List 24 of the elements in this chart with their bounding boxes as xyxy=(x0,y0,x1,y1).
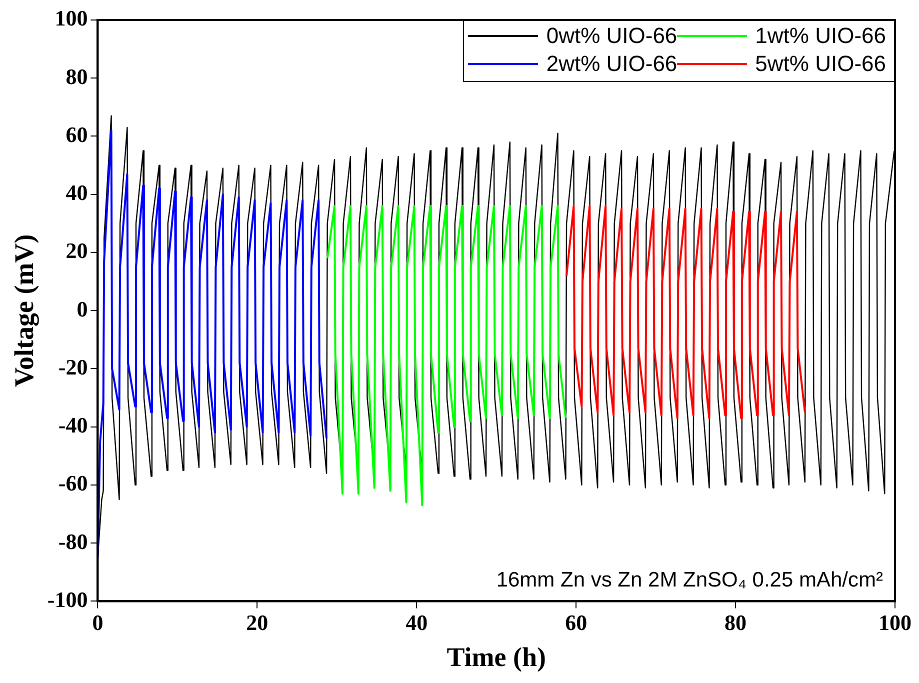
y-tick-label: -80 xyxy=(58,528,88,554)
y-tick-label: 100 xyxy=(54,6,88,31)
annotation: 16mm Zn vs Zn 2M ZnSO₄ 0.25 mAh/cm² xyxy=(496,568,883,592)
y-tick-label: 0 xyxy=(76,296,88,322)
y-tick-label: -100 xyxy=(47,586,88,612)
y-tick-label: 20 xyxy=(66,238,88,264)
y-tick-label: 60 xyxy=(66,122,88,147)
y-axis-title: Voltage (mV) xyxy=(9,234,40,387)
x-tick-label: 20 xyxy=(246,610,268,636)
legend-label: 2wt% UIO-66 xyxy=(546,51,678,77)
y-tick-label: -60 xyxy=(58,470,88,496)
y-tick-label: -20 xyxy=(58,354,88,380)
x-tick-label: 40 xyxy=(406,610,428,636)
legend-label: 5wt% UIO-66 xyxy=(755,51,886,77)
x-tick-label: 0 xyxy=(92,610,104,636)
x-axis-title: Time (h) xyxy=(446,642,546,672)
x-tick-label: 80 xyxy=(724,610,747,636)
y-tick-label: 40 xyxy=(66,180,88,206)
y-tick-label: 80 xyxy=(66,64,88,89)
y-tick-label: -40 xyxy=(58,412,88,438)
legend-label: 0wt% UIO-66 xyxy=(546,23,678,49)
x-tick-label: 100 xyxy=(878,610,912,636)
legend-label: 1wt% UIO-66 xyxy=(755,23,886,49)
x-tick-label: 60 xyxy=(565,610,588,636)
